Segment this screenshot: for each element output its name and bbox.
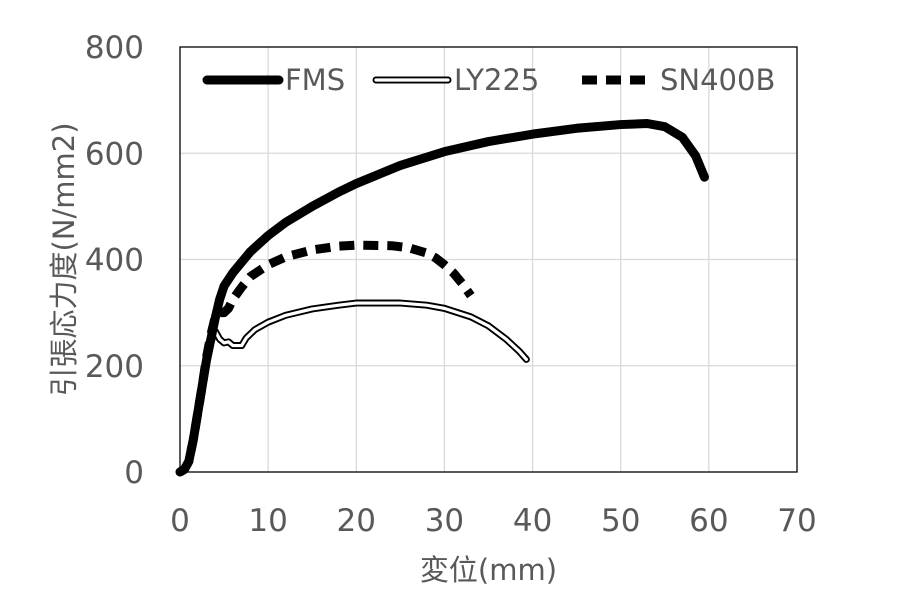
x-tick-label: 20 <box>337 503 376 539</box>
x-tick-labels: 0 10 20 30 40 50 60 70 <box>170 503 817 539</box>
x-tick-label: 10 <box>248 503 287 539</box>
y-tick-label: 800 <box>85 30 144 66</box>
y-tick-label: 600 <box>85 136 144 172</box>
series-line-fms <box>175 119 709 477</box>
legend-item-fms: FMS <box>202 63 345 97</box>
x-tick-label: 0 <box>170 503 190 539</box>
y-tick-label: 0 <box>124 455 144 491</box>
y-tick-labels: 0 200 400 600 800 <box>85 30 144 491</box>
x-tick-label: 70 <box>777 503 816 539</box>
legend: FMS LY225 SN400B <box>202 63 775 97</box>
y-axis-title: 引張応力度(N/mm2) <box>47 122 81 396</box>
legend-item-ly225: LY225 <box>372 63 539 97</box>
legend-item-sn400b: SN400B <box>582 63 775 97</box>
x-tick-label: 60 <box>689 503 728 539</box>
legend-label: FMS <box>285 63 345 97</box>
y-tick-label: 400 <box>85 243 144 279</box>
series-lines <box>175 119 709 477</box>
x-tick-label: 40 <box>513 503 552 539</box>
x-axis-title: 変位(mm) <box>420 553 557 587</box>
series-line-ly225 <box>176 299 530 476</box>
legend-label: SN400B <box>660 63 775 97</box>
y-tick-label: 200 <box>85 349 144 385</box>
x-tick-label: 30 <box>425 503 464 539</box>
plot-frame <box>179 46 798 473</box>
legend-label: LY225 <box>454 63 539 97</box>
x-tick-label: 50 <box>601 503 640 539</box>
